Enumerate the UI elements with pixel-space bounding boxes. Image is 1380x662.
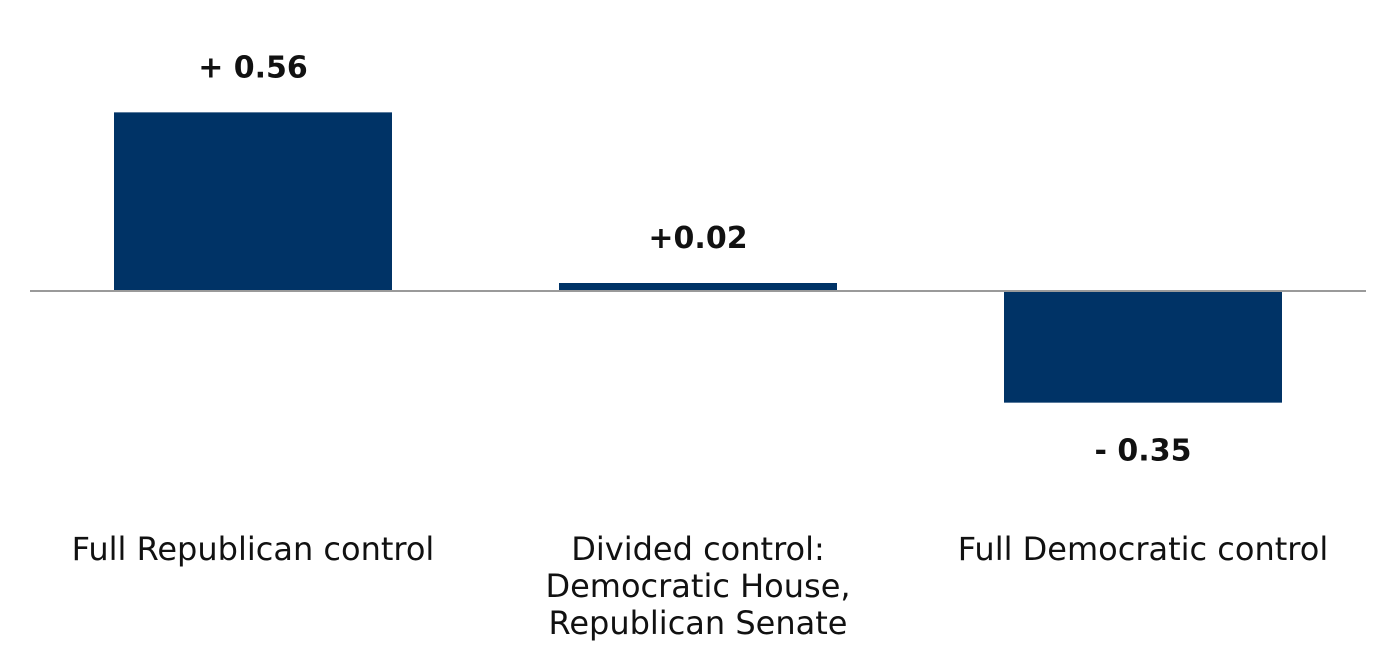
category-label-line: Full Republican control bbox=[72, 530, 435, 568]
bars-layer bbox=[114, 112, 1282, 403]
category-label-1: Full Republican control bbox=[72, 530, 435, 568]
category-label-line: Full Democratic control bbox=[958, 530, 1328, 568]
bar-3 bbox=[1004, 291, 1282, 403]
data-label-2: +0.02 bbox=[648, 221, 747, 256]
category-label-line: Republican Senate bbox=[549, 604, 848, 642]
bar-1 bbox=[114, 112, 392, 291]
data-label-3: - 0.35 bbox=[1095, 434, 1192, 469]
category-label-3: Full Democratic control bbox=[958, 530, 1328, 568]
category-label-2: Divided control: Democratic House, Republi… bbox=[545, 530, 850, 642]
category-label-line: Divided control: bbox=[571, 530, 825, 568]
data-label-1: + 0.56 bbox=[198, 50, 308, 85]
data-labels-layer: + 0.56 +0.02 - 0.35 bbox=[198, 50, 1191, 468]
category-label-line: Democratic House, bbox=[545, 567, 850, 605]
category-labels-layer: Full Republican control Divided control: D… bbox=[72, 530, 1329, 642]
bar-2 bbox=[559, 283, 837, 291]
